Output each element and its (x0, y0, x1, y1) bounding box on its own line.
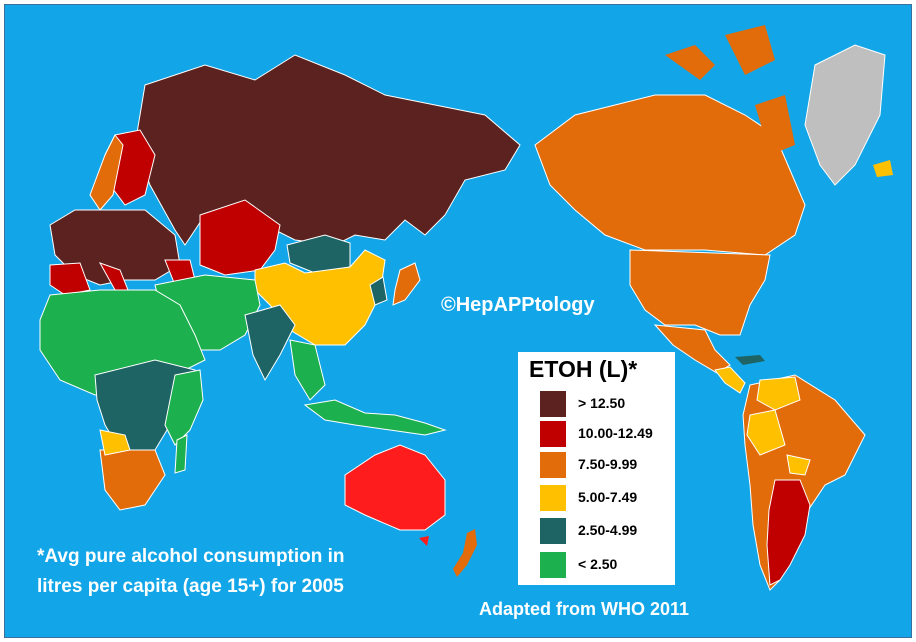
legend-label: 5.00-7.49 (578, 489, 638, 505)
region-brazil-north (746, 409, 786, 456)
region-korea (369, 276, 388, 306)
region-russia (134, 54, 521, 246)
region-australia (344, 444, 446, 531)
region-indonesia (303, 399, 447, 436)
region-central-america (714, 366, 746, 394)
region-zambia (99, 429, 131, 456)
region-east-africa (164, 369, 204, 446)
region-usa (629, 249, 771, 336)
region-central-africa (94, 359, 196, 451)
legend-label: > 12.50 (578, 395, 626, 411)
region-tasmania (419, 536, 429, 546)
legend-title: ETOH (L)* (529, 356, 638, 382)
region-kazakhstan (199, 199, 281, 276)
legend-swatch (540, 518, 566, 544)
region-argentina (766, 479, 811, 586)
source-credit: Adapted from WHO 2011 (479, 599, 690, 619)
footnote-line-2: litres per capita (age 15+) for 2005 (37, 576, 344, 597)
legend-item: > 12.50 (540, 391, 670, 417)
region-paraguay (786, 454, 811, 476)
region-madagascar (174, 434, 188, 474)
region-mongolia (286, 234, 351, 274)
legend-item: 2.50-4.99 (540, 518, 670, 544)
region-japan (392, 262, 421, 306)
legend-item: < 2.50 (540, 552, 670, 578)
legend-swatch (540, 485, 566, 511)
region-caribbean (735, 355, 765, 365)
footnote: *Avg pure alcohol consumption in litres … (37, 542, 417, 602)
legend-swatch (540, 452, 566, 478)
legend-label: 7.50-9.99 (578, 456, 638, 472)
region-india (244, 304, 296, 382)
region-south-america (742, 374, 866, 591)
legend-swatch (540, 421, 566, 447)
map-frame: ©HepAPPtology ETOH (L)* > 12.50 10.00-12… (4, 4, 912, 638)
legend-label: < 2.50 (578, 556, 618, 572)
legend-label: 10.00-12.49 (578, 425, 653, 441)
region-venezuela (756, 376, 801, 411)
legend-item: 10.00-12.49 (540, 421, 670, 447)
region-new-zealand (453, 529, 477, 577)
region-greenland (804, 44, 886, 186)
world-choropleth-map (39, 25, 893, 591)
footnote-line-1: *Avg pure alcohol consumption in (37, 546, 345, 567)
region-iceland (873, 160, 893, 177)
legend-label: 2.50-4.99 (578, 522, 638, 538)
region-southeast-asia (289, 339, 326, 401)
region-canada-islands (665, 25, 795, 155)
region-canada (534, 94, 806, 256)
watermark: ©HepAPPtology (441, 294, 595, 316)
region-southern-africa (99, 449, 166, 511)
legend-item: 7.50-9.99 (540, 452, 670, 478)
legend-item: 5.00-7.49 (540, 485, 670, 511)
legend: ETOH (L)* > 12.50 10.00-12.49 7.50-9.99 … (518, 352, 675, 585)
legend-swatch (540, 552, 566, 578)
legend-swatch (540, 391, 566, 417)
